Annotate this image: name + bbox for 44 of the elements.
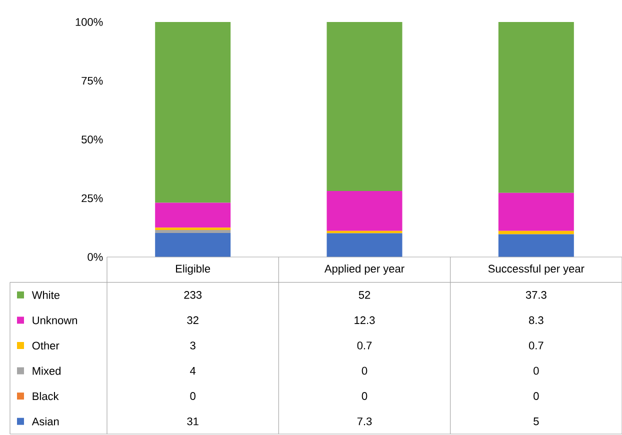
bar — [155, 230, 231, 234]
text: 0 — [190, 392, 196, 400]
text: 0 — [534, 366, 539, 375]
text: 0 — [534, 392, 539, 400]
text: 7.3 — [357, 417, 372, 426]
legend-label: Black — [32, 392, 59, 400]
x-tick-label: Successful per year — [488, 264, 584, 275]
bar — [326, 233, 402, 257]
legend-label: Mixed — [32, 366, 60, 375]
bar — [498, 230, 574, 234]
legend-label: Asian — [32, 417, 59, 426]
y-tick-label: 100% — [76, 18, 103, 26]
bar — [155, 233, 231, 257]
y-tick-label: 25% — [82, 194, 103, 202]
text: 4 — [190, 367, 196, 375]
text: 0.7 — [357, 342, 372, 350]
legend-label: Other — [32, 341, 60, 350]
text: 233 — [184, 291, 202, 299]
text: 0 — [362, 366, 368, 375]
text: 8.3 — [529, 316, 544, 324]
text: 5 — [534, 418, 539, 426]
bar — [326, 22, 402, 191]
text: 32 — [187, 316, 198, 324]
bar — [326, 230, 402, 234]
bar — [498, 22, 574, 193]
text: 0.7 — [528, 342, 544, 350]
y-tick-label: 50% — [82, 136, 103, 144]
bar — [155, 22, 231, 203]
x-tick-label: Eligible — [176, 264, 210, 275]
bar — [155, 202, 231, 228]
bar — [326, 190, 402, 231]
y-tick-label: 75% — [82, 76, 103, 85]
text: 12.3 — [354, 316, 375, 324]
x-tick-label: Applied per year — [324, 264, 404, 275]
text: 37.3 — [526, 291, 546, 299]
bar — [498, 192, 574, 231]
text: 31 — [187, 417, 198, 426]
y-tick-label: 0% — [88, 253, 103, 261]
text: 52 — [358, 291, 370, 299]
bar — [498, 234, 574, 257]
legend-label: White — [32, 290, 60, 299]
legend-label: Unknown — [32, 316, 78, 324]
text: 0 — [362, 392, 368, 400]
text: 3 — [190, 342, 196, 350]
